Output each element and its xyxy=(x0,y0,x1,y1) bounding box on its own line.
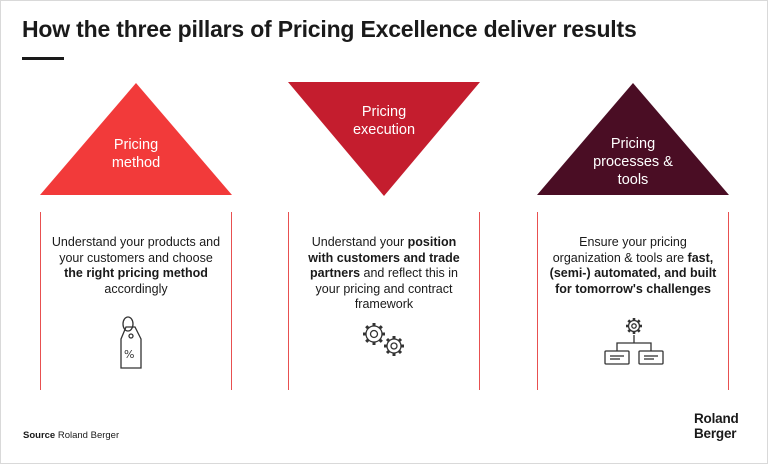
pillar-method-description: Understand your products and your custom… xyxy=(51,235,221,296)
pillar-processes-shape xyxy=(537,83,729,195)
source-value: Roland Berger xyxy=(57,430,120,441)
gears-icon xyxy=(357,319,411,366)
source-note: Source Roland Berger xyxy=(23,430,119,441)
pillar-method-triangle: Pricing method xyxy=(40,83,232,195)
pillar-execution-description: Understand your position with customers … xyxy=(308,235,460,311)
pillar-execution-label: Pricing execution xyxy=(352,104,416,138)
source-label: Source xyxy=(23,430,56,441)
pillar-processes-triangle: Pricing processes & tools xyxy=(537,83,729,195)
pillar-execution-shape xyxy=(288,82,480,196)
gear-org-chart-icon xyxy=(602,317,666,374)
roland-berger-logo: Roland Berger xyxy=(694,411,739,441)
pillar-processes-description: Ensure your pricing organization & tools… xyxy=(549,235,717,296)
pillar-method-panel: Understand your products and your custom… xyxy=(40,212,232,390)
pillar-execution-panel: Understand your position with customers … xyxy=(288,212,480,390)
pillar-processes-label: Pricing processes & tools xyxy=(593,136,673,188)
svg-text:%: % xyxy=(124,348,134,361)
page-title: How the three pillars of Pricing Excelle… xyxy=(22,16,637,42)
price-tag-percent-icon: % xyxy=(113,315,153,376)
pillar-processes-panel: Ensure your pricing organization & tools… xyxy=(537,212,729,390)
pillar-method-shape xyxy=(40,83,232,195)
pillar-method-label: Pricing method xyxy=(111,137,161,171)
pillar-execution-triangle: Pricing execution xyxy=(288,82,480,196)
title-underline xyxy=(22,57,64,60)
